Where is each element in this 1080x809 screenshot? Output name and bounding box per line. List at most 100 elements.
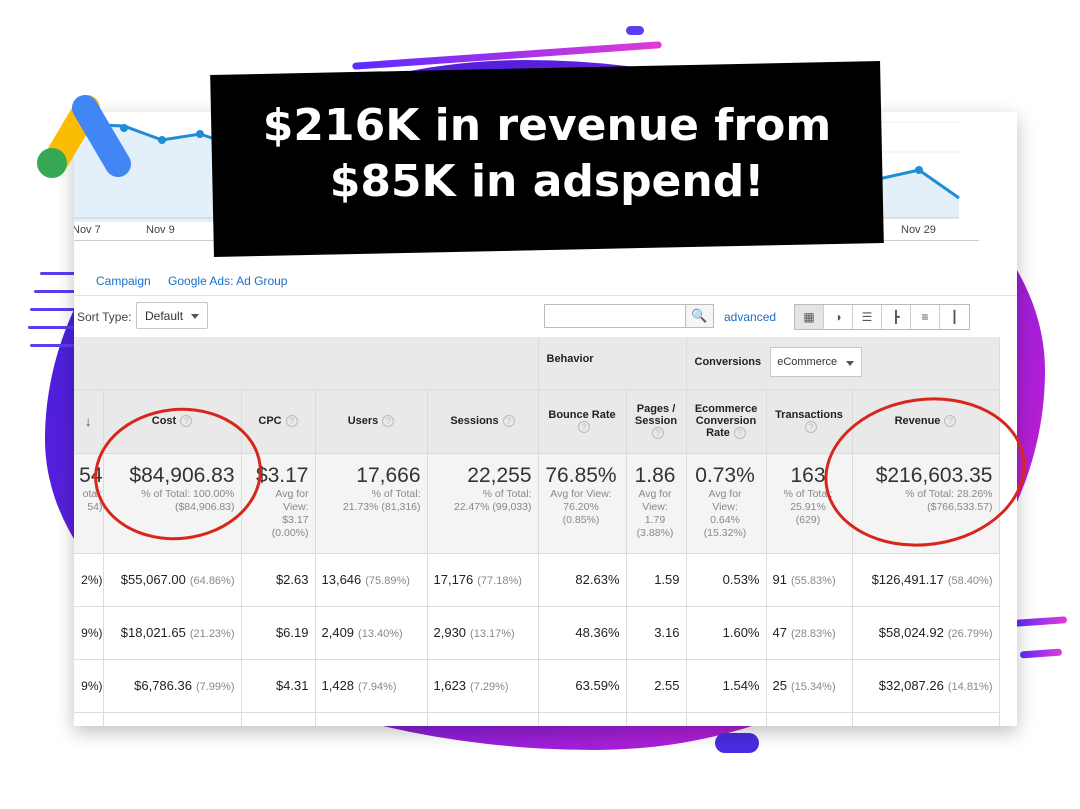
total-bounce-rate-l1: Avg for View: — [550, 487, 612, 500]
conversions-goal-select[interactable]: eCommerce — [770, 347, 863, 377]
total-users-l2: 21.73% (81,316) — [342, 500, 421, 513]
deco-dash — [28, 326, 76, 329]
sort-arrow-icon[interactable]: ↓ — [74, 389, 104, 454]
column-header-pages-session[interactable]: Pages / Session? — [626, 389, 687, 454]
help-icon[interactable]: ? — [285, 415, 298, 427]
group-header-acquisition — [74, 337, 539, 390]
column-label-pages-session: Pages / Session — [634, 403, 678, 427]
sort-type-label: Sort Type: — [77, 310, 132, 324]
transactions-value: 25 — [772, 678, 787, 693]
table-search-input[interactable] — [544, 304, 686, 328]
cell-revenue: $32,087.26 (14.81%) — [852, 659, 1000, 713]
sessions-pct: (7.29%) — [470, 681, 509, 693]
column-header-revenue[interactable]: Revenue? — [852, 389, 1000, 454]
axis-label-nov9: Nov 9 — [146, 224, 175, 236]
users-pct: (7.94%) — [358, 681, 397, 693]
secondary-dimension-links: Campaign Google Ads: Ad Group — [96, 274, 301, 288]
sessions-value: 1,623 — [433, 678, 467, 693]
sort-type-select[interactable]: Default — [136, 302, 208, 329]
total-revenue-value: $216,603.35 — [875, 463, 993, 487]
column-label-revenue: Revenue — [894, 415, 941, 427]
total-bounce-rate-l3: (0.85%) — [562, 513, 600, 526]
column-header-cost[interactable]: Cost? — [103, 389, 242, 454]
deco-stripe-right — [1014, 616, 1068, 627]
help-icon[interactable]: ? — [733, 427, 746, 439]
column-header-transactions[interactable]: Transactions? — [766, 389, 853, 454]
pie-view-icon[interactable]: ◑ — [824, 305, 853, 329]
help-icon[interactable]: ? — [944, 415, 957, 427]
transactions-value: 91 — [772, 572, 787, 587]
dimension-link-campaign[interactable]: Campaign — [96, 274, 151, 288]
comparison-view-icon[interactable]: ┣ — [882, 305, 911, 329]
cell-users: 2,409 (13.40%) — [315, 606, 428, 660]
google-ads-logo-icon — [37, 95, 131, 178]
total-bounce-rate-l2: 76.20% — [563, 500, 599, 513]
total-cpc: $3.17 Avg for View: $3.17 (0.00%) — [241, 453, 316, 554]
deco-stripe-right — [1019, 648, 1063, 659]
column-header-cpc[interactable]: CPC? — [241, 389, 316, 454]
pivot-view-icon[interactable]: ┃ — [940, 305, 969, 329]
cell-cpc: $4.31 — [241, 659, 316, 713]
help-icon[interactable]: ? — [382, 415, 395, 427]
help-icon[interactable]: ? — [502, 415, 515, 427]
help-icon[interactable]: ? — [652, 427, 664, 439]
help-icon[interactable]: ? — [578, 421, 590, 433]
transactions-pct: (55.83%) — [790, 575, 836, 587]
headline-text: $216K in revenue from $85K in adspend! — [212, 98, 882, 210]
total-users: 17,666 % of Total: 21.73% (81,316) — [315, 453, 428, 554]
total-clicks-value: 54 — [79, 463, 103, 487]
table-row: 9%) $6,786.36 (7.99%) $4.31 1,428 (7.94%) … — [74, 659, 1000, 713]
chart-point — [196, 130, 204, 138]
users-pct: (13.40%) — [358, 628, 403, 640]
column-header-sessions[interactable]: Sessions? — [427, 389, 539, 454]
cell-pages-session: 1.59 — [626, 553, 687, 607]
total-cost-l2: ($84,906.83) — [174, 500, 235, 513]
search-button[interactable]: 🔍 — [686, 304, 714, 328]
sessions-value: 2,930 — [433, 625, 467, 640]
column-header-bounce-rate[interactable]: Bounce Rate? — [538, 389, 627, 454]
column-label-users: Users — [347, 415, 379, 427]
total-bounce-rate: 76.85% Avg for View: 76.20% (0.85%) — [538, 453, 627, 554]
total-transactions-l3: (629) — [795, 513, 821, 526]
table-view-icon[interactable]: ▦ — [795, 305, 824, 329]
advanced-filter-link[interactable]: advanced — [724, 310, 777, 324]
chart-area-fill-right — [874, 170, 959, 218]
total-cpc-value: $3.17 — [255, 463, 309, 487]
help-icon[interactable]: ? — [805, 421, 817, 433]
total-ecr-l2: View: — [712, 500, 738, 513]
total-sessions: 22,255 % of Total: 22.47% (99,033) — [427, 453, 539, 554]
users-value: 2,409 — [321, 625, 355, 640]
deco-dot-top — [626, 26, 644, 35]
total-pages-session-l2: View: — [642, 500, 668, 513]
total-transactions: 163 % of Total: 25.91% (629) — [766, 453, 853, 554]
deco-dash — [30, 344, 76, 347]
deco-dash — [34, 290, 76, 293]
chart-point — [158, 136, 166, 144]
total-revenue: $216,603.35 % of Total: 28.26% ($766,533… — [852, 453, 1000, 554]
dimension-link-ad-group[interactable]: Google Ads: Ad Group — [168, 274, 288, 288]
total-transactions-l1: % of Total: — [783, 487, 833, 500]
cell-ecommerce-conversion-rate: 1.60% — [686, 606, 767, 660]
total-ecr-l1: Avg for — [708, 487, 742, 500]
column-header-ecommerce-conversion-rate[interactable]: Ecommerce Conversion Rate? — [686, 389, 767, 454]
sort-type-value: Default — [145, 309, 184, 323]
table-row-empty — [74, 712, 1000, 726]
revenue-value: $126,491.17 — [871, 572, 944, 587]
cell-ecommerce-conversion-rate: 1.54% — [686, 659, 767, 713]
cell-pages-session: 3.16 — [626, 606, 687, 660]
toolbar-divider — [74, 295, 1017, 296]
total-sessions-value: 22,255 — [467, 463, 532, 487]
performance-view-icon[interactable]: ☰ — [853, 305, 882, 329]
sessions-pct: (13.17%) — [470, 628, 515, 640]
help-icon[interactable]: ? — [180, 415, 193, 427]
cell-clicks-partial: 9%) — [74, 606, 104, 660]
conversions-goal-value: eCommerce — [777, 356, 838, 368]
term-cloud-view-icon[interactable]: ≡ — [911, 305, 940, 329]
cell-clicks-partial: 9%) — [74, 659, 104, 713]
column-header-users[interactable]: Users? — [315, 389, 428, 454]
total-cpc-l3: $3.17 — [282, 513, 309, 526]
revenue-pct: (58.40%) — [947, 575, 993, 587]
column-label-sessions: Sessions — [450, 415, 499, 427]
total-transactions-l2: 25.91% — [790, 500, 826, 513]
chart-point — [120, 124, 128, 132]
